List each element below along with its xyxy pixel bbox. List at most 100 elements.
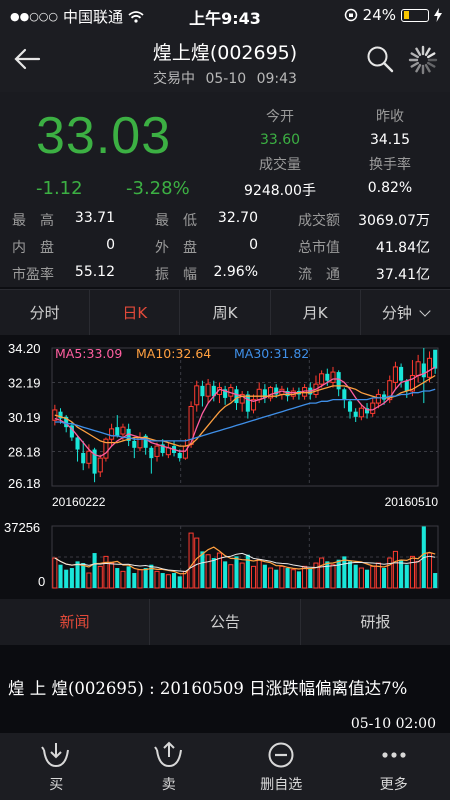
candle-body — [245, 394, 250, 412]
candle-body — [239, 393, 245, 404]
carrier-label: 中国联通 — [63, 8, 124, 26]
buy-icon — [41, 743, 70, 768]
volume-bar — [172, 573, 177, 588]
candle-body — [97, 457, 103, 473]
tab-monthly-k[interactable]: 月K — [271, 290, 361, 335]
turnover-rate-label: 换手率 — [369, 157, 411, 173]
back-arrow-icon[interactable] — [12, 44, 42, 74]
volume-bar — [387, 557, 393, 589]
volume-bar — [239, 562, 245, 589]
volume-bar — [330, 564, 336, 589]
news-item[interactable]: 煌 上 煌(002695) : 20160509 日涨跌幅偏离值达7% 05-1… — [0, 645, 450, 735]
candle-body — [194, 385, 200, 406]
sell-button[interactable]: 卖 — [113, 733, 226, 800]
kline-chart[interactable]: 34.20 32.19 30.19 28.18 26.18 MA5:33.09 MA10:3… — [0, 336, 450, 598]
stat-value: 33.71 — [74, 210, 115, 226]
volume-bar — [205, 554, 211, 589]
candle-body — [120, 426, 126, 435]
price-tick-label: 30.19 — [8, 410, 41, 425]
candle-body — [250, 399, 257, 411]
candle-body — [404, 380, 409, 392]
trade-date: 05-10 — [205, 71, 247, 87]
volume-bar — [358, 567, 364, 589]
stat-label: 成交额 — [298, 213, 340, 229]
candle-body — [154, 445, 160, 457]
volume-bar — [342, 556, 347, 588]
loading-spinner-icon[interactable] — [408, 45, 438, 75]
volume-bar — [132, 573, 137, 588]
volume-bar — [308, 568, 313, 588]
volume-bar — [433, 573, 438, 588]
volume-bar — [143, 568, 148, 588]
candle-body — [387, 380, 393, 401]
tab-minute[interactable]: 分钟 — [361, 290, 450, 335]
candle-body — [81, 452, 86, 464]
volume-bar — [137, 569, 143, 589]
open-value: 33.60 — [259, 132, 301, 148]
candle-body — [347, 401, 353, 412]
candle-body — [223, 389, 228, 398]
volume-bar — [92, 553, 97, 588]
stat-label: 市盈率 — [12, 267, 54, 283]
candle-body — [415, 361, 421, 377]
more-button[interactable]: 更多 — [338, 733, 450, 800]
tab-announcements[interactable]: 公告 — [150, 599, 301, 645]
sell-icon — [153, 741, 182, 768]
volume-ma-line — [54, 546, 436, 575]
candle-body — [409, 375, 415, 392]
ma-legend-label: MA10:32.64 — [136, 346, 211, 361]
candle-body — [132, 440, 137, 448]
tab-weekly-k[interactable]: 周K — [180, 290, 271, 335]
candle-body — [399, 366, 404, 381]
turnover-rate-value: 0.82% — [367, 180, 413, 196]
tab-label: 分钟 — [381, 304, 412, 322]
stat-value: 55.12 — [74, 264, 115, 280]
tab-news[interactable]: 新闻 — [0, 599, 151, 645]
volume-bar — [392, 550, 398, 589]
candle-body — [358, 407, 364, 418]
price-frame — [51, 347, 439, 487]
candle-body — [433, 349, 438, 369]
more-icon — [382, 752, 406, 758]
candle-body — [92, 449, 97, 474]
battery-icon — [401, 8, 429, 22]
volume-bar — [296, 571, 301, 588]
tab-label: 分时 — [29, 304, 60, 322]
volume-bar — [415, 560, 421, 589]
volume-bar — [81, 563, 86, 588]
stat-value: 0 — [106, 237, 115, 253]
rotation-lock-icon — [344, 8, 357, 22]
search-icon[interactable] — [366, 45, 394, 73]
candle-body — [58, 411, 63, 419]
volume-bar — [268, 567, 274, 589]
candle-body — [75, 437, 80, 450]
tab-label: 月K — [302, 304, 328, 322]
candle-body — [115, 427, 120, 436]
price-tick-label: 28.18 — [8, 445, 41, 460]
volume-bar — [336, 559, 341, 588]
remove-watchlist-button[interactable]: 删自选 — [225, 733, 338, 800]
volume-bar — [97, 565, 103, 589]
tab-label: 周K — [212, 304, 238, 322]
buy-button[interactable]: 买 — [0, 733, 113, 800]
ma10-line — [54, 374, 436, 447]
current-price: 33.03 — [36, 107, 172, 165]
tab-label: 新闻 — [59, 613, 90, 631]
signal-icon: ●●○○○ — [10, 10, 58, 23]
tab-daily-k[interactable]: 日K — [90, 290, 181, 335]
tab-intraday[interactable]: 分时 — [0, 290, 91, 335]
prev-close-label: 昨收 — [376, 109, 404, 125]
tab-research[interactable]: 研报 — [301, 599, 450, 645]
stat-value: 32.70 — [217, 210, 258, 226]
candle-body — [274, 387, 279, 395]
prev-close-value: 34.15 — [369, 132, 411, 148]
volume-bar — [302, 565, 308, 589]
candle-body — [268, 387, 274, 399]
candle-body — [353, 411, 358, 417]
volume-bar — [126, 566, 131, 588]
start-date-label: 20160222 — [52, 495, 106, 509]
volume-bar — [279, 565, 285, 589]
quote-panel: 33.03 -1.12 -3.28% 今开 33.60 昨收 34.15 成交量… — [0, 92, 450, 287]
stock-title: 煌上煌(002695) — [152, 42, 298, 64]
clock: 上午9:43 — [189, 9, 261, 28]
